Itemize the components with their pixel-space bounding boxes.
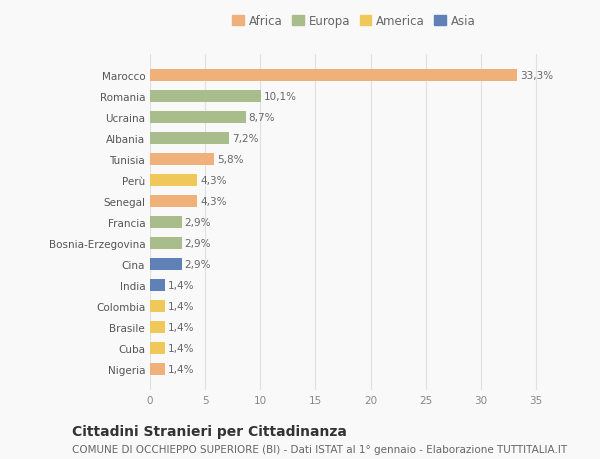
Text: COMUNE DI OCCHIEPPO SUPERIORE (BI) - Dati ISTAT al 1° gennaio - Elaborazione TUT: COMUNE DI OCCHIEPPO SUPERIORE (BI) - Dat…: [72, 444, 567, 454]
Bar: [150, 175, 197, 186]
Text: 4,3%: 4,3%: [200, 197, 227, 207]
Bar: [150, 322, 166, 333]
Text: 7,2%: 7,2%: [232, 134, 259, 144]
Text: 1,4%: 1,4%: [168, 302, 194, 311]
Bar: [150, 364, 166, 375]
Bar: [150, 259, 182, 270]
Bar: [150, 342, 166, 354]
Legend: Africa, Europa, America, Asia: Africa, Europa, America, Asia: [227, 11, 481, 33]
Bar: [150, 196, 197, 207]
Bar: [150, 238, 182, 249]
Bar: [150, 112, 246, 123]
Bar: [150, 154, 214, 166]
Bar: [150, 217, 182, 229]
Text: 1,4%: 1,4%: [168, 343, 194, 353]
Text: 5,8%: 5,8%: [217, 155, 243, 165]
Bar: [150, 70, 517, 82]
Text: 33,3%: 33,3%: [520, 71, 553, 81]
Bar: [150, 91, 262, 103]
Text: 2,9%: 2,9%: [185, 259, 211, 269]
Text: 4,3%: 4,3%: [200, 176, 227, 186]
Text: 10,1%: 10,1%: [264, 92, 297, 102]
Text: 8,7%: 8,7%: [248, 113, 275, 123]
Text: 1,4%: 1,4%: [168, 280, 194, 291]
Bar: [150, 301, 166, 312]
Text: 1,4%: 1,4%: [168, 322, 194, 332]
Text: 1,4%: 1,4%: [168, 364, 194, 374]
Bar: [150, 133, 229, 145]
Text: 2,9%: 2,9%: [185, 218, 211, 228]
Bar: [150, 280, 166, 291]
Text: 2,9%: 2,9%: [185, 239, 211, 248]
Text: Cittadini Stranieri per Cittadinanza: Cittadini Stranieri per Cittadinanza: [72, 425, 347, 438]
